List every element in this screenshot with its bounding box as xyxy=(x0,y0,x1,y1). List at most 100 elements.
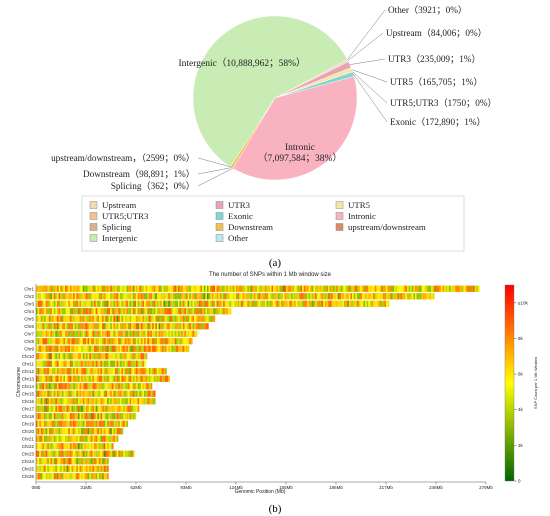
heatmap-cell xyxy=(110,398,112,405)
heatmap-cell xyxy=(77,293,80,300)
heatmap-cell xyxy=(36,473,38,480)
heatmap-cell xyxy=(115,360,117,367)
heatmap-cell xyxy=(386,300,388,307)
heatmap-cell xyxy=(156,323,159,330)
heatmap-cell xyxy=(165,338,167,345)
heatmap-cell xyxy=(179,345,182,352)
heatmap-cell xyxy=(415,293,417,300)
heatmap-cell xyxy=(126,398,129,405)
heatmap-cell xyxy=(68,458,71,465)
heatmap-cell xyxy=(226,308,229,315)
heatmap-cell xyxy=(44,293,46,300)
heatmap-cell xyxy=(42,368,45,375)
heatmap-cell xyxy=(240,300,243,307)
heatmap-cell xyxy=(116,413,119,420)
heatmap-cell xyxy=(68,375,71,382)
heatmap-cell xyxy=(61,413,64,420)
heatmap-cell xyxy=(95,368,98,375)
heatmap-cell xyxy=(144,390,146,397)
heatmap-cell xyxy=(132,345,135,352)
heatmap-cell xyxy=(208,308,211,315)
heatmap-cell xyxy=(82,353,85,360)
heatmap-cell xyxy=(279,300,282,307)
heatmap-cell xyxy=(98,383,101,390)
heatmap-cell xyxy=(163,293,166,300)
heatmap-cell xyxy=(77,383,80,390)
heatmap-cell xyxy=(82,398,85,405)
heatmap-cell xyxy=(115,390,117,397)
heatmap-cell xyxy=(121,428,124,435)
heatmap-cell xyxy=(142,398,145,405)
heatmap-cell xyxy=(331,293,333,300)
leader-line xyxy=(197,168,233,187)
heatmap-cell xyxy=(50,420,53,427)
heatmap-cell xyxy=(77,330,80,337)
heatmap-row-chr26 xyxy=(36,473,109,480)
heatmap-cell xyxy=(279,285,282,292)
heatmap-cell xyxy=(47,458,50,465)
heatmap-cell xyxy=(121,330,124,337)
heatmap-cell xyxy=(348,300,351,307)
heatmap-cell xyxy=(326,293,329,300)
chromosome-label: Chr24 xyxy=(22,459,35,464)
heatmap-cell xyxy=(139,338,141,345)
heatmap-cell xyxy=(121,383,124,390)
heatmap-cell xyxy=(89,338,91,345)
heatmap-cell xyxy=(86,360,88,367)
heatmap-cell xyxy=(394,285,396,292)
heatmap-cell xyxy=(48,315,51,322)
heatmap-cell xyxy=(126,353,129,360)
heatmap-cell xyxy=(52,353,54,360)
heatmap-cell xyxy=(82,330,85,337)
heatmap-cell xyxy=(74,390,77,397)
heatmap-cell xyxy=(47,368,50,375)
heatmap-cell xyxy=(150,323,153,330)
heatmap-cell xyxy=(89,360,91,367)
heatmap-cell xyxy=(161,338,164,345)
heatmap-cell xyxy=(340,293,343,300)
heatmap-cell xyxy=(119,293,122,300)
heatmap-cell xyxy=(119,330,122,337)
heatmap-cell xyxy=(37,390,40,397)
heatmap-cell xyxy=(100,458,103,465)
heatmap-cell xyxy=(403,285,406,292)
heatmap-cell xyxy=(60,383,62,390)
heatmap-cell xyxy=(410,285,412,292)
heatmap-cell xyxy=(97,293,100,300)
heatmap-cell xyxy=(111,323,114,330)
heatmap-cell xyxy=(166,375,169,382)
heatmap-cell xyxy=(440,285,443,292)
heatmap-cell xyxy=(119,323,122,330)
heatmap-cell xyxy=(310,285,312,292)
heatmap-cell xyxy=(119,405,122,412)
heatmap-cell xyxy=(166,293,169,300)
heatmap-cell xyxy=(48,338,51,345)
heatmap-cell xyxy=(76,323,79,330)
heatmap-cell xyxy=(48,293,51,300)
heatmap-cell xyxy=(353,285,356,292)
heatmap-cell xyxy=(47,450,50,457)
heatmap-cell xyxy=(106,368,109,375)
heatmap-cell xyxy=(427,293,430,300)
heatmap-cell xyxy=(150,345,153,352)
heatmap-cell xyxy=(102,405,104,412)
heatmap-cell xyxy=(79,405,82,412)
heatmap-cell xyxy=(132,450,135,457)
heatmap-cell xyxy=(90,285,93,292)
heatmap-cell xyxy=(119,450,122,457)
heatmap-cell xyxy=(115,315,117,322)
heatmap-cell xyxy=(42,345,45,352)
heatmap-cell xyxy=(79,360,82,367)
heatmap-cell xyxy=(50,443,53,450)
heatmap-cell xyxy=(148,315,151,322)
heatmap-cell xyxy=(194,315,196,322)
heatmap-cell xyxy=(200,308,203,315)
heatmap-cell xyxy=(81,458,83,465)
heatmap-row-chr22 xyxy=(36,443,114,450)
heatmap-cell xyxy=(36,308,38,315)
heatmap-cell xyxy=(81,300,83,307)
heatmap-cell xyxy=(71,315,74,322)
heatmap-cell xyxy=(136,383,138,390)
heatmap-cell xyxy=(36,450,38,457)
heatmap-cell xyxy=(105,323,108,330)
